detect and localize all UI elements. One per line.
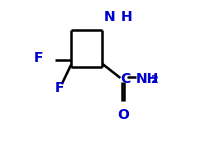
Text: O: O bbox=[117, 108, 129, 122]
Text: N: N bbox=[104, 10, 116, 24]
Text: F: F bbox=[34, 51, 43, 65]
Text: 2: 2 bbox=[150, 75, 158, 85]
Text: C: C bbox=[120, 72, 131, 86]
Text: NH: NH bbox=[136, 72, 159, 86]
Text: F: F bbox=[55, 81, 64, 95]
Text: H: H bbox=[121, 10, 133, 24]
